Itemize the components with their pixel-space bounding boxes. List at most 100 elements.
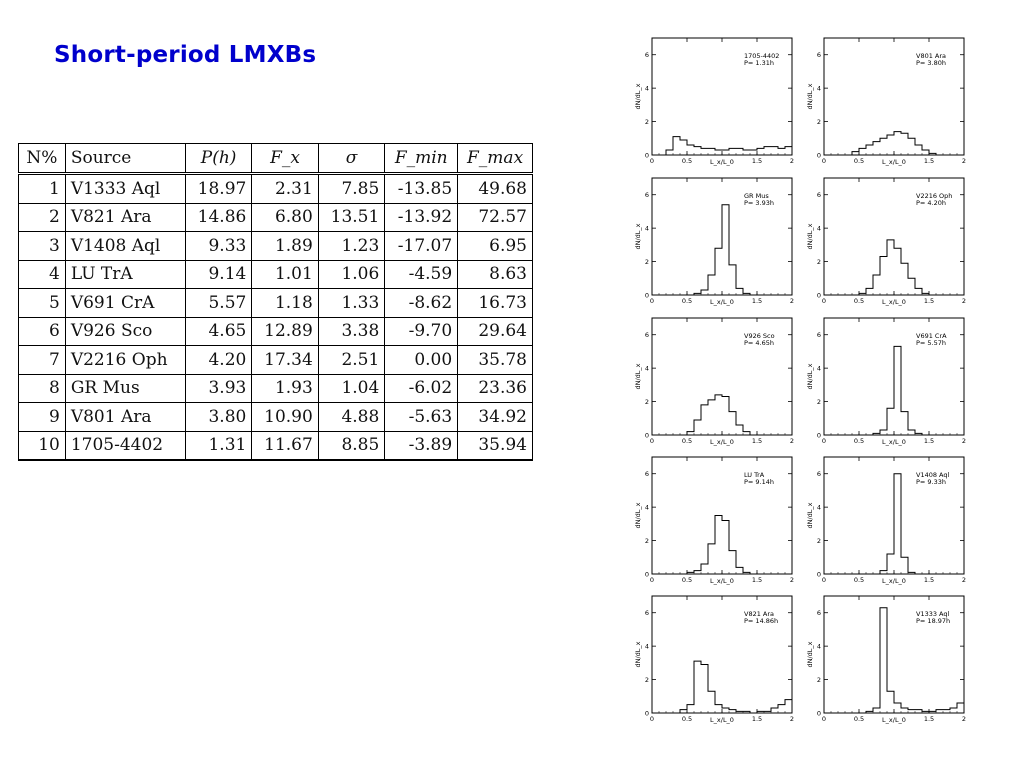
- cell-fmax: 23.36: [457, 373, 533, 403]
- x-tick-label: 2: [962, 437, 966, 445]
- histogram-bars: [652, 136, 793, 156]
- cell-flux: 10.90: [251, 402, 319, 431]
- y-tick-label: 4: [817, 84, 821, 92]
- cell-flux: 1.01: [251, 259, 319, 289]
- period-label: P= 9.33h: [916, 478, 946, 486]
- cell-source: V801 Ara: [64, 402, 186, 431]
- x-tick-label: 0.5: [854, 576, 864, 584]
- x-axis-label: L_x/L_0: [882, 438, 906, 446]
- table-body: 1 V1333 Aql 18.97 2.31 7.85 -13.85 49.68 2 V821 …: [18, 173, 533, 460]
- y-tick-label: 0: [817, 291, 821, 299]
- table-row: 9 V801 Ara 3.80 10.90 4.88 -5.63 34.92: [18, 402, 533, 431]
- y-tick-label: 2: [817, 398, 821, 406]
- period-label: P= 3.93h: [744, 199, 774, 207]
- cell-period: 9.14: [184, 259, 253, 289]
- cell-source: V821 Ara: [64, 202, 186, 232]
- y-tick-label: 4: [645, 642, 649, 650]
- x-axis-label: L_x/L_0: [710, 438, 734, 446]
- x-tick-label: 0.5: [854, 715, 864, 723]
- y-axis-label: dN/dL_x: [634, 502, 642, 528]
- x-tick-label: 0.5: [682, 157, 692, 165]
- y-axis-label: dN/dL_x: [806, 83, 814, 109]
- y-tick-label: 4: [817, 642, 821, 650]
- cell-sigma: 1.33: [317, 288, 386, 317]
- y-tick-label: 6: [817, 51, 821, 59]
- cell-sigma: 1.06: [317, 259, 386, 289]
- cell-flux: 2.31: [251, 173, 319, 203]
- x-tick-label: 0: [650, 715, 654, 723]
- y-tick-label: 4: [817, 224, 821, 232]
- y-tick-label: 2: [645, 258, 649, 266]
- y-axis-label: dN/dL_x: [634, 641, 642, 667]
- x-axis-label: L_x/L_0: [882, 716, 906, 724]
- cell-sigma: 1.04: [317, 373, 386, 403]
- y-tick-label: 0: [817, 151, 821, 159]
- cell-period: 14.86: [184, 202, 253, 232]
- cell-sigma: 8.85: [317, 430, 386, 460]
- y-tick-label: 6: [645, 191, 649, 199]
- x-tick-label: 2: [962, 297, 966, 305]
- cell-number: 3: [18, 231, 66, 260]
- x-tick-label: 1.5: [752, 157, 762, 165]
- source-label: V2216 Oph: [916, 192, 952, 200]
- source-label: V926 Sco: [744, 332, 775, 340]
- y-tick-label: 6: [645, 51, 649, 59]
- col-header-fmax: F_max: [457, 143, 533, 175]
- y-tick-label: 2: [817, 118, 821, 126]
- table-row: 5 V691 CrA 5.57 1.18 1.33 -8.62 16.73: [18, 288, 533, 317]
- period-label: P= 5.57h: [916, 339, 946, 347]
- period-label: P= 4.20h: [916, 199, 946, 207]
- source-label: V1333 Aql: [916, 610, 950, 618]
- x-axis-label: L_x/L_0: [882, 158, 906, 166]
- table-row: 4 LU TrA 9.14 1.01 1.06 -4.59 8.63: [18, 259, 533, 289]
- histogram-bars: [652, 204, 792, 296]
- x-tick-label: 0: [822, 157, 826, 165]
- period-label: P= 4.65h: [744, 339, 774, 347]
- y-tick-label: 4: [645, 503, 649, 511]
- cell-fmax: 16.73: [457, 288, 533, 317]
- histogram-bars: [824, 473, 964, 575]
- plot-frame: [823, 177, 965, 296]
- y-axis-label: dN/dL_x: [634, 363, 642, 389]
- table-row: 3 V1408 Aql 9.33 1.89 1.23 -17.07 6.95: [18, 231, 533, 260]
- y-tick-label: 2: [817, 537, 821, 545]
- period-label: P= 1.31h: [744, 59, 774, 67]
- cell-period: 5.57: [184, 288, 253, 317]
- cell-sigma: 2.51: [317, 345, 386, 374]
- y-axis-label: dN/dL_x: [634, 83, 642, 109]
- cell-number: 7: [18, 345, 66, 374]
- cell-fmin: -9.70: [384, 316, 459, 346]
- cell-number: 10: [18, 430, 66, 460]
- cell-period: 9.33: [184, 231, 253, 260]
- y-axis-label: dN/dL_x: [634, 223, 642, 249]
- x-tick-label: 2: [790, 157, 794, 165]
- cell-fmin: -6.02: [384, 373, 459, 403]
- source-label: V691 CrA: [916, 332, 947, 340]
- y-tick-label: 0: [645, 151, 649, 159]
- cell-period: 1.31: [184, 430, 253, 460]
- y-tick-label: 6: [645, 470, 649, 478]
- col-header-source: Source: [64, 143, 186, 175]
- x-tick-label: 2: [790, 715, 794, 723]
- period-label: P= 14.86h: [744, 617, 778, 625]
- cell-source: V1333 Aql: [64, 173, 186, 203]
- cell-number: 5: [18, 288, 66, 317]
- table-row: 1 V1333 Aql 18.97 2.31 7.85 -13.85 49.68: [18, 173, 533, 203]
- y-axis-label: dN/dL_x: [806, 502, 814, 528]
- x-tick-label: 0: [650, 576, 654, 584]
- histogram-bars: [824, 345, 964, 436]
- cell-period: 4.65: [184, 316, 253, 346]
- cell-period: 3.93: [184, 373, 253, 403]
- cell-fmax: 72.57: [457, 202, 533, 232]
- cell-number: 1: [18, 173, 66, 203]
- source-label: 1705-4402: [744, 52, 779, 60]
- period-label: P= 18.97h: [916, 617, 950, 625]
- cell-sigma: 1.23: [317, 231, 386, 260]
- y-tick-label: 0: [817, 431, 821, 439]
- cell-fmax: 35.78: [457, 345, 533, 374]
